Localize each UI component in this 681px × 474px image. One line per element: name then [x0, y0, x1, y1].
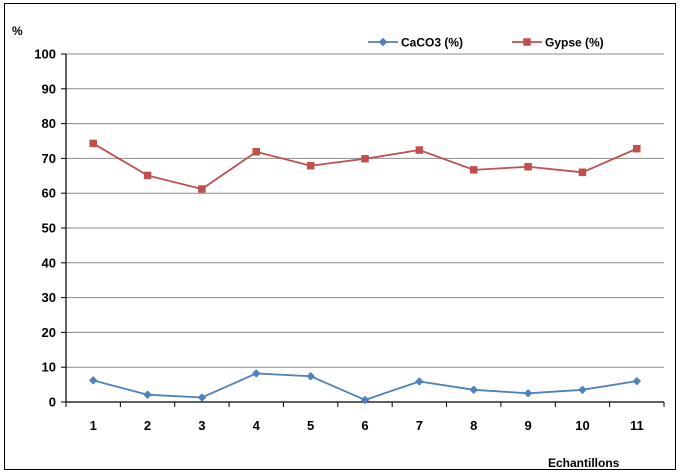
y-axis-label: % — [12, 24, 23, 38]
y-tick-label: 100 — [34, 47, 56, 62]
data-point — [88, 376, 98, 385]
y-tick-label: 30 — [42, 290, 56, 305]
y-tick-labels: 0 10 20 30 40 50 60 70 80 90 100 — [34, 47, 56, 410]
series-caco3 — [88, 369, 642, 405]
data-point — [360, 395, 370, 405]
legend-marker — [378, 37, 388, 47]
series-line — [92, 142, 638, 190]
x-tick-label: 8 — [470, 418, 477, 433]
x-tick-label: 4 — [253, 418, 261, 433]
legend-label: Gypse (%) — [545, 36, 604, 50]
x-tick-label: 10 — [575, 418, 589, 433]
x-tick-labels: 1 2 3 4 5 6 7 8 9 10 11 — [90, 418, 644, 433]
data-point — [197, 393, 207, 402]
data-point — [143, 390, 152, 400]
data-point — [633, 144, 641, 153]
series-gypse — [89, 139, 641, 193]
x-axis-label: Echantillons — [548, 456, 620, 470]
legend-marker — [523, 38, 531, 46]
x-tick-label: 9 — [524, 418, 531, 433]
y-tick-label: 70 — [42, 151, 56, 166]
grid-lines — [66, 53, 664, 368]
data-point — [469, 166, 478, 174]
axes — [61, 53, 665, 407]
data-point — [306, 161, 315, 170]
x-tick-label: 6 — [361, 418, 368, 433]
data-point — [523, 388, 533, 398]
data-point — [89, 139, 97, 148]
x-tick-label: 3 — [198, 418, 205, 433]
x-tick-label: 5 — [307, 418, 314, 433]
data-point — [361, 154, 369, 163]
series-layer — [88, 139, 642, 405]
y-tick-label: 90 — [42, 81, 56, 96]
y-tick-label: 10 — [42, 360, 56, 375]
chart-frame — [4, 3, 676, 470]
legend-item: CaCO3 (%) — [368, 36, 463, 50]
data-point — [469, 385, 479, 395]
data-point — [415, 146, 424, 154]
y-tick-label: 80 — [42, 116, 56, 131]
legend-item: Gypse (%) — [512, 36, 604, 50]
data-point — [578, 168, 587, 177]
y-tick-label: 40 — [42, 255, 56, 270]
y-tick-label: 50 — [42, 221, 56, 236]
legend-label: CaCO3 (%) — [401, 36, 463, 50]
x-tick-label: 7 — [416, 418, 423, 433]
y-tick-label: 20 — [42, 325, 56, 340]
data-point — [251, 369, 261, 378]
x-tick-label: 1 — [90, 418, 97, 433]
data-point — [306, 371, 315, 381]
data-point — [578, 385, 587, 395]
y-tick-label: 0 — [49, 395, 56, 410]
legend: CaCO3 (%) Gypse (%) — [368, 36, 604, 50]
data-point — [415, 377, 424, 386]
data-point — [198, 185, 206, 193]
data-point — [143, 171, 152, 180]
y-tick-label: 60 — [42, 186, 56, 201]
x-tick-label: 11 — [630, 418, 644, 433]
data-point — [252, 148, 261, 156]
data-point — [524, 163, 532, 171]
x-tick-label: 2 — [144, 418, 151, 433]
data-point — [632, 376, 642, 386]
